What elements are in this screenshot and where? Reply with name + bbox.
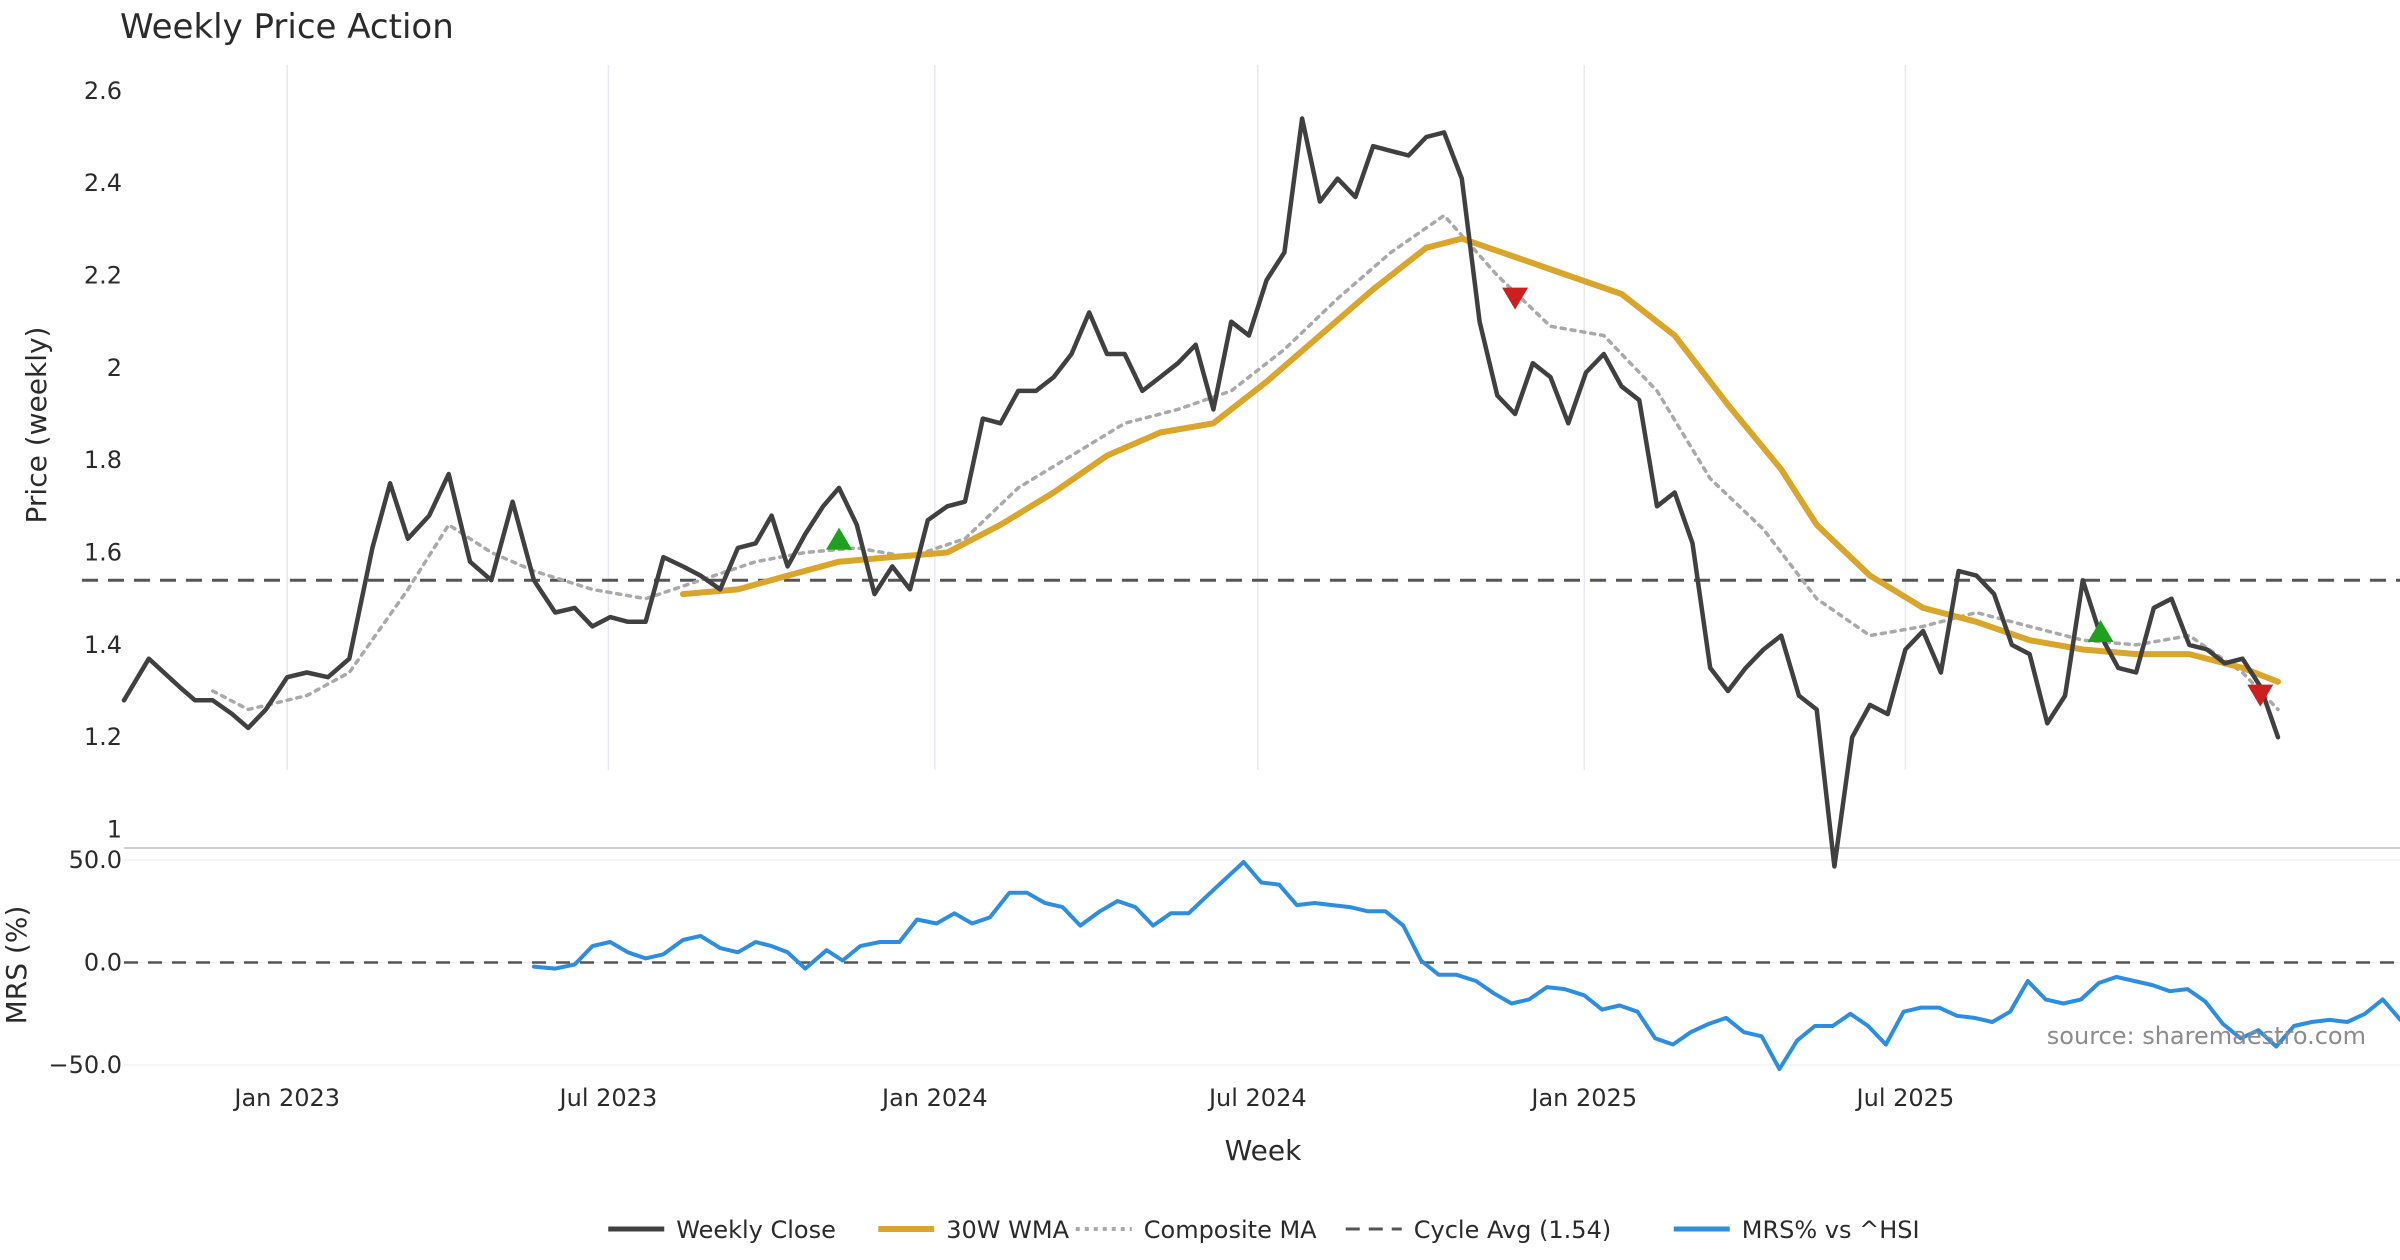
price-y-tick-label: 1.2 — [84, 723, 122, 751]
sell-signal-marker — [2247, 684, 2274, 707]
price-y-tick-label: 1.6 — [84, 539, 122, 567]
mrs-y-axis-title: MRS (%) — [0, 906, 33, 1025]
series-line-mrs-vs-hsi — [531, 860, 2400, 1072]
price-y-ticks: 1 1.2 1.4 1.6 1.8 2 2.2 2.4 2.6 — [84, 77, 122, 844]
legend-label-mrs-vs-hsi: MRS% vs ^HSI — [1742, 1216, 1920, 1244]
series-line-weekly-close — [121, 116, 2281, 869]
mrs-y-tick-label: 50.0 — [69, 846, 122, 874]
price-y-tick-label: 2.6 — [84, 77, 122, 105]
price-y-tick-label: 2 — [107, 354, 122, 382]
sell-signal-marker — [1502, 287, 1529, 310]
legend-label-cycle-avg-1-54: Cycle Avg (1.54) — [1414, 1216, 1611, 1244]
price-y-tick-label: 1.4 — [84, 631, 122, 659]
legend-label-composite-ma: Composite MA — [1144, 1216, 1317, 1244]
price-y-tick-label: 2.2 — [84, 262, 122, 290]
series-line-composite-ma — [210, 213, 2280, 712]
mrs-y-tick-label: 0.0 — [84, 949, 122, 977]
mrs-y-ticks: 50.0 0.0 −50.0 — [48, 846, 122, 1079]
series-line-30w-wma — [679, 235, 2281, 685]
price-y-tick-label: 1.8 — [84, 446, 122, 474]
x-tick-label-jul-2023: Jul 2023 — [558, 1084, 658, 1112]
buy-signal-marker — [2087, 620, 2114, 642]
x-tick-label-jul-2024: Jul 2024 — [1207, 1084, 1307, 1112]
x-tick-label-jul-2025: Jul 2025 — [1855, 1084, 1955, 1112]
legend-label-30w-wma: 30W WMA — [946, 1216, 1069, 1244]
chart-legend: Weekly Close 30W WMA Composite MA Cycle Avg… — [608, 1216, 1920, 1244]
signal-markers — [826, 287, 2274, 707]
source-label: source: sharemaestro.com — [2047, 1022, 2366, 1050]
chart-title: Weekly Price Action — [120, 7, 454, 47]
x-tick-label-jan-2024: Jan 2024 — [880, 1084, 988, 1112]
price-y-axis-title: Price (weekly) — [20, 327, 53, 524]
x-axis-title: Week — [1225, 1134, 1302, 1167]
series-layer — [121, 116, 2400, 1072]
legend-label-weekly-close: Weekly Close — [676, 1216, 836, 1244]
price-y-tick-label: 1 — [107, 816, 122, 844]
x-tick-label-jan-2023: Jan 2023 — [232, 1084, 340, 1112]
reference-lines — [82, 578, 2400, 964]
x-ticks: Jan 2023 Jul 2023 Jan 2024 Jul 2024 Jan 2025… — [232, 1084, 1954, 1112]
price-y-tick-label: 2.4 — [84, 169, 122, 197]
mrs-y-tick-label: −50.0 — [48, 1051, 122, 1079]
buy-signal-marker — [826, 527, 853, 550]
x-tick-label-jan-2025: Jan 2025 — [1529, 1084, 1637, 1112]
